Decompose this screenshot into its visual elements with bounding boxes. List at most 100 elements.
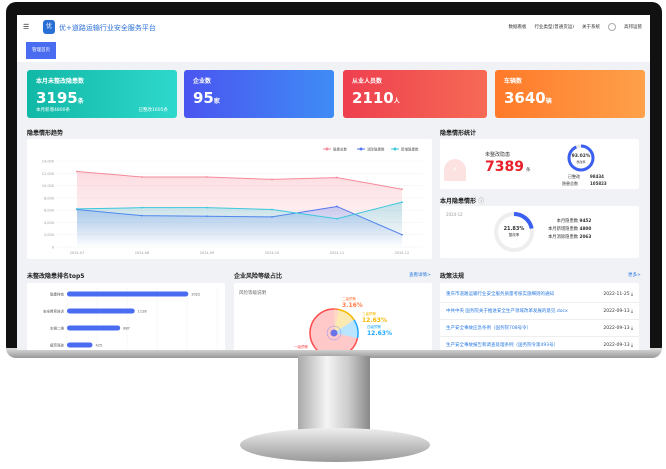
policy-panel: 重庆市道路运输行业安全服务质量考核实施细则的通知 2022-11-25 ⤓ 中共中… — [440, 283, 639, 350]
nav-industry-type[interactable]: 行业类型(普通货运) — [534, 25, 574, 30]
data-point — [206, 176, 208, 178]
card-value: 3640 — [504, 89, 546, 107]
policy-link[interactable]: 生产安全事故应急条例（国务院708号令） — [446, 326, 532, 331]
dashboard-screen: ☰ 优 优+道路运输行业安全服务平台 数据看板 行业类型(普通货运) 关于系统 … — [17, 15, 650, 350]
avatar[interactable] — [608, 23, 616, 31]
month-item: 本月新增隐患数 4800 — [548, 226, 599, 234]
policy-more-link[interactable]: 更多> — [628, 273, 641, 278]
policy-item[interactable]: 生产安全事故应急条例（国务院708号令） 2022-09-13 ⤓ — [440, 320, 639, 337]
data-point — [401, 188, 403, 191]
bar-category: 安全教育培训 — [43, 309, 64, 314]
x-tick-label: 2024.09 — [200, 251, 214, 255]
x-tick-label: 2024.12 — [395, 251, 409, 255]
bar — [67, 308, 135, 314]
pie-label: 三级预警 — [362, 312, 376, 316]
risk-note[interactable]: 风险等级说明 — [239, 291, 266, 296]
x-tick-label: 2024.11 — [330, 251, 344, 255]
monitor-base — [240, 428, 430, 462]
pie-label: 一级预警 — [294, 345, 308, 349]
logo-icon: 优 — [43, 20, 55, 34]
data-point — [76, 208, 78, 210]
bar-category: 疲劳驾驶 — [50, 343, 64, 348]
month-title-text: 本月隐患情形 — [440, 198, 477, 205]
policy-item[interactable]: 重庆市道路运输行业安全服务质量考核实施细则的通知 2022-11-25 ⤓ — [440, 286, 639, 303]
bar — [67, 291, 189, 297]
legend-marker — [393, 147, 397, 151]
card-value: 3195 — [36, 89, 78, 107]
card-unrectified[interactable]: 本月未整改隐患数 3195条 本月新增4800条 已整改1605条 — [27, 70, 177, 118]
policy-item[interactable]: 生产安全事故报告和调查处理条例（国务院令第493号） 2022-09-13 ⤓ — [440, 337, 639, 350]
monitor-stand — [298, 356, 370, 434]
rectified-label: 已整改 — [568, 174, 580, 179]
nav-about[interactable]: 关于系统 — [582, 25, 600, 30]
tab-home[interactable]: 管理首页 — [26, 42, 56, 59]
user-menu[interactable]: 高邦运管 — [624, 25, 642, 30]
item-label: 本月隐患数 — [556, 219, 579, 224]
policy-date: 2022-11-25 — [603, 292, 630, 297]
stats-panel: ⚡ 未整改隐患 7389 条 93.02% 整改率 已整改 98434 隐患总数… — [440, 139, 639, 189]
series-line-隐患总数 — [76, 170, 403, 190]
card-label: 本月未整改隐患数 — [36, 78, 85, 85]
policy-link[interactable]: 中共中央 国务院关于推进安全生产领域改革发展的意见.docx — [446, 309, 568, 314]
trend-panel: 0 2,000 4,000 6,000 8,000 10,000 12,000 14,000 2… — [27, 139, 432, 259]
risk-more-link[interactable]: 查看详情> — [409, 273, 431, 278]
card-vehicles[interactable]: 车辆数 3640辆 — [495, 70, 645, 118]
policy-item[interactable]: 中共中央 国务院关于推进安全生产领域改革发展的意见.docx 2022-09-13… — [440, 303, 639, 320]
nav-dashboard[interactable]: 数据看板 — [508, 25, 527, 30]
card-unit: 条 — [77, 98, 84, 105]
month-panel: 2024-12 21.83% 整改率 本月隐患数 9452 本月新增隐患数 48… — [440, 206, 639, 258]
series-line-新增隐患数 — [76, 201, 403, 220]
pie-slice-一级预警 — [310, 309, 358, 350]
month-rate: 21.83% — [503, 226, 525, 232]
pie-inner-ring — [326, 325, 342, 341]
menu-icon[interactable]: ☰ — [23, 23, 30, 31]
download-icon[interactable]: ⤓ — [631, 326, 633, 331]
policy-link[interactable]: 生产安全事故报告和调查处理条例（国务院令第493号） — [446, 343, 559, 348]
data-point — [206, 206, 208, 209]
pie-center — [330, 329, 338, 337]
month-rate-ring — [494, 212, 534, 252]
download-icon[interactable]: ⤓ — [631, 343, 633, 348]
card-value: 2110 — [352, 89, 394, 107]
bar-value: 1128 — [138, 310, 147, 314]
item-value: 4800 — [579, 227, 592, 232]
legend-label: 隐患总数 — [333, 147, 347, 152]
info-icon[interactable]: ⓘ — [478, 198, 485, 205]
card-sub-new: 本月新增4800条 — [36, 108, 70, 113]
total-label: 隐患总数 — [562, 181, 578, 186]
rectify-rate-ring — [567, 144, 595, 172]
card-label: 从业人员数 — [352, 78, 383, 85]
policy-date: 2022-09-13 — [603, 343, 630, 348]
pie-rim — [338, 308, 355, 321]
risk-panel: 风险等级说明 二级预警 3.16% 三级预警 12.63% 四级预警 12.63… — [234, 283, 432, 350]
x-tick-label: 2024.10 — [265, 251, 279, 255]
rectified-value: 98434 — [590, 174, 604, 179]
unrectified-unit: 条 — [525, 168, 531, 173]
data-point — [336, 205, 338, 208]
alarm-icon: ⚡ — [444, 159, 466, 181]
legend-marker — [359, 147, 363, 151]
monitor-chin — [6, 348, 662, 358]
card-value: 95 — [193, 89, 214, 107]
month-date: 2024-12 — [446, 212, 463, 217]
card-enterprises[interactable]: 企业数 95家 — [184, 70, 334, 118]
card-staff[interactable]: 从业人员数 2110人 — [343, 70, 487, 118]
trend-chart: 0 2,000 4,000 6,000 8,000 10,000 12,000 14,000 2… — [42, 147, 422, 255]
policy-link[interactable]: 重庆市道路运输行业安全服务质量考核实施细则的通知 — [446, 292, 554, 297]
pie-rim — [309, 308, 359, 350]
top5-panel: 隐患排查 2022 安全教育培训 1128 车辆二维 887 疲劳驾驶 425 — [27, 283, 225, 350]
month-rate-label: 整改率 — [508, 233, 520, 237]
pie-label: 二级预警 — [342, 297, 356, 301]
rectify-rate: 93.02% — [571, 154, 591, 159]
month-item: 本月消除隐患数 2063 — [548, 234, 599, 242]
item-label: 本月消除隐患数 — [548, 235, 579, 240]
trend-title: 隐患情形趋势 — [27, 130, 64, 137]
download-icon[interactable]: ⤓ — [631, 292, 633, 297]
item-value: 2063 — [579, 235, 592, 240]
top-header: ☰ 优 优+道路运输行业安全服务平台 数据看板 行业类型(普通货运) 关于系统 … — [17, 15, 650, 40]
download-icon[interactable]: ⤓ — [631, 309, 633, 314]
pie-label: 12.63% — [362, 317, 387, 324]
bar — [67, 325, 121, 331]
top-nav: 数据看板 行业类型(普通货运) 关于系统 高邦运管 — [508, 21, 642, 33]
stats-title: 隐患情形统计 — [440, 130, 477, 137]
